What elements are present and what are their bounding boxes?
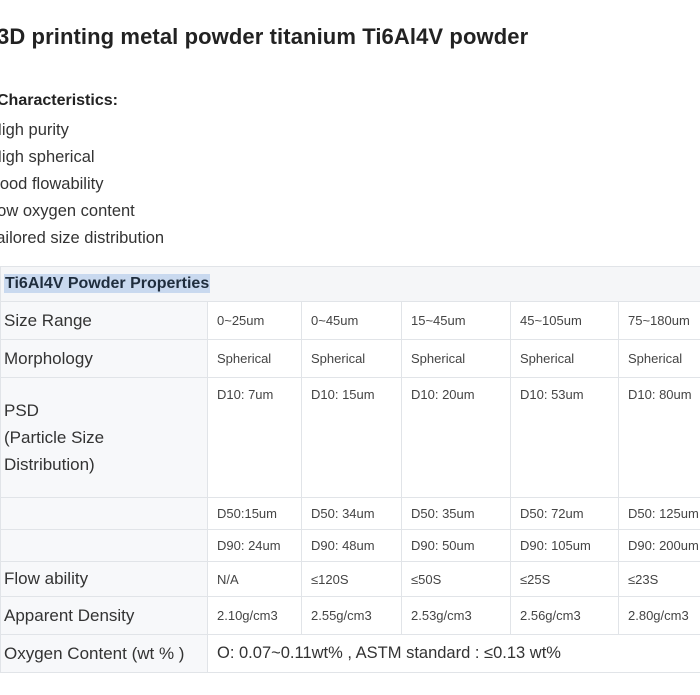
table-cell: D90: 200um [617, 529, 700, 562]
table-cell-wide: O: 0.07~0.11wt% , ASTM standard : ≤0.13 … [206, 634, 700, 673]
row-label: Apparent Density [0, 596, 208, 635]
table-cell: 2.53g/cm3 [401, 596, 511, 635]
table-cell: Spherical [617, 339, 700, 378]
list-item: Low oxygen content [0, 202, 135, 220]
table-cell: D90: 24um [207, 529, 302, 562]
row-label [0, 529, 208, 562]
table-cell: 75~180um [617, 301, 700, 340]
table-cell: D50: 125um [617, 497, 700, 530]
table-cell: D10: 15um [301, 377, 402, 498]
properties-table: Ti6Al4V Powder Properties Size Range 0~2… [0, 266, 700, 673]
row-label-line: PSD [4, 401, 39, 420]
list-item: High spherical [0, 148, 95, 166]
table-row: Flow ability N/A ≤120S ≤50S ≤25S ≤23S [0, 561, 700, 597]
table-row: Oxygen Content (wt % ) O: 0.07~0.11wt% ,… [0, 634, 700, 673]
table-row: Morphology Spherical Spherical Spherical… [0, 339, 700, 378]
list-item: High purity [0, 121, 69, 139]
table-cell: 2.80g/cm3 [617, 596, 700, 635]
table-cell: 45~105um [510, 301, 619, 340]
characteristics-heading: Characteristics: [0, 92, 118, 109]
table-cell: N/A [207, 561, 302, 597]
table-cell: ≤50S [401, 561, 511, 597]
list-item: Good flowability [0, 175, 104, 193]
table-cell: D50: 34um [301, 497, 402, 530]
table-row: D90: 24um D90: 48um D90: 50um D90: 105um… [0, 529, 700, 562]
row-label: Size Range [0, 301, 208, 340]
row-label-line: Distribution) [4, 455, 95, 474]
table-cell: D50: 72um [510, 497, 619, 530]
table-cell: D50: 35um [401, 497, 511, 530]
table-cell: D10: 80um [617, 377, 700, 498]
table-cell: 2.55g/cm3 [301, 596, 402, 635]
row-label [0, 497, 208, 530]
table-cell: ≤23S [617, 561, 700, 597]
row-label: Oxygen Content (wt % ) [0, 634, 208, 673]
table-cell: D90: 50um [401, 529, 511, 562]
row-label-line: (Particle Size [4, 428, 105, 447]
table-cell: 0~25um [207, 301, 302, 340]
table-caption: Ti6Al4V Powder Properties [4, 274, 211, 293]
table-row: D50:15um D50: 34um D50: 35um D50: 72um D… [0, 497, 700, 530]
row-label-psd: PSD (Particle Size Distribution) [0, 377, 208, 498]
characteristics-list: High purity High spherical Good flowabil… [0, 117, 164, 252]
table-cell: 15~45um [401, 301, 511, 340]
table-cell: D90: 48um [301, 529, 402, 562]
table-cell: 0~45um [301, 301, 402, 340]
row-label: Flow ability [0, 561, 208, 597]
table-cell: Spherical [207, 339, 302, 378]
table-cell: 2.10g/cm3 [207, 596, 302, 635]
table-caption-cell: Ti6Al4V Powder Properties [0, 266, 700, 302]
page-title: 3D printing metal powder titanium Ti6Al4… [0, 24, 529, 49]
table-row: Size Range 0~25um 0~45um 15~45um 45~105u… [0, 301, 700, 340]
table-row: PSD (Particle Size Distribution) D10: 7u… [0, 377, 700, 498]
table-cell: Spherical [510, 339, 619, 378]
table-cell: D50:15um [207, 497, 302, 530]
table-cell: ≤120S [301, 561, 402, 597]
table-cell: D10: 20um [401, 377, 511, 498]
table-cell: D10: 53um [510, 377, 619, 498]
table-cell: Spherical [401, 339, 511, 378]
table-row: Apparent Density 2.10g/cm3 2.55g/cm3 2.5… [0, 596, 700, 635]
list-item: Tailored size distribution [0, 229, 165, 247]
table-cell: 2.56g/cm3 [510, 596, 619, 635]
row-label: Morphology [0, 339, 208, 378]
table-cell: D10: 7um [207, 377, 302, 498]
table-cell: D90: 105um [510, 529, 619, 562]
table-cell: Spherical [301, 339, 402, 378]
table-cell: ≤25S [510, 561, 619, 597]
